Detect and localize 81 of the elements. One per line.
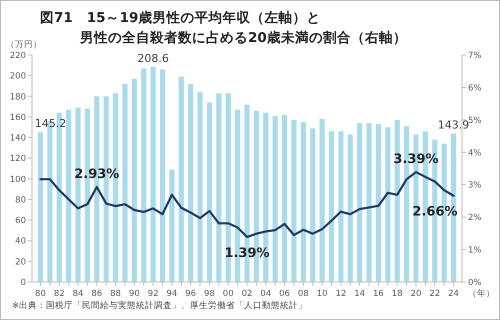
- y-tick-label: 180: [10, 92, 26, 102]
- x-tick-label: 10: [316, 289, 328, 299]
- y-axis-title: （万円）: [6, 40, 42, 50]
- bar: [357, 123, 362, 282]
- bar: [141, 68, 146, 282]
- y2-tick-label: 1%: [468, 246, 482, 256]
- y2-tick-label: 4%: [468, 148, 482, 158]
- data-label: 143.9: [438, 118, 470, 132]
- y-tick-label: 100: [10, 174, 26, 185]
- x-tick-label: 82: [54, 289, 65, 299]
- x-tick-label: 14: [354, 289, 366, 299]
- bar: [338, 131, 344, 282]
- bar: [385, 127, 390, 282]
- bar: [66, 110, 72, 282]
- chart-subtitle: 男性の全自殺者数に占める20歳未満の割合（右軸）: [79, 29, 407, 46]
- bar: [132, 78, 137, 282]
- bar: [216, 93, 222, 282]
- bar: [38, 132, 44, 282]
- y-tick-label: 80: [15, 195, 26, 206]
- y2-tick-label: 7%: [468, 51, 482, 61]
- y2-tick-label: 3%: [468, 180, 482, 191]
- y2-tick-label: 6%: [468, 83, 482, 94]
- x-tick-label: 06: [279, 289, 290, 299]
- y-tick-label: 160: [10, 112, 26, 123]
- x-tick-label: 24: [448, 289, 459, 299]
- bar: [366, 123, 372, 282]
- data-label: 1.39%: [224, 246, 270, 261]
- bar: [291, 120, 297, 282]
- data-label: 3.39%: [393, 152, 439, 168]
- y-tick-label: 60: [15, 216, 26, 226]
- bar: [169, 170, 174, 282]
- x-tick-label: 84: [72, 289, 84, 299]
- x-tick-label: 98: [204, 289, 215, 299]
- data-label: 2.93%: [74, 166, 120, 182]
- x-tick-label: 88: [110, 289, 121, 299]
- x-tick-label: 22: [429, 289, 440, 299]
- y2-tick-label: 0%: [468, 278, 482, 288]
- y2-tick-label: 2%: [468, 213, 482, 224]
- x-axis-title: （年）: [468, 288, 495, 299]
- y2-tick-label: 5%: [468, 116, 482, 126]
- bar: [300, 122, 306, 282]
- bar: [206, 102, 212, 282]
- y-tick-label: 0: [20, 278, 26, 288]
- x-tick-label: 92: [148, 289, 159, 299]
- bar: [188, 84, 194, 282]
- data-label: 145.2: [34, 117, 66, 130]
- x-tick-label: 96: [185, 289, 196, 299]
- y-tick-label: 120: [10, 154, 26, 164]
- x-tick-label: 90: [128, 289, 140, 299]
- x-tick-label: 18: [392, 289, 403, 299]
- x-tick-label: 80: [35, 289, 46, 299]
- text: ※出典：国税庁「民間給与実態統計調査」、厚生労働省「人口動態統計」: [12, 300, 308, 311]
- y-tick-label: 200: [10, 72, 26, 82]
- y-tick-label: 140: [10, 134, 26, 144]
- bar: [328, 131, 334, 282]
- x-tick-label: 20: [410, 289, 422, 299]
- x-tick-label: 12: [335, 289, 346, 299]
- bar: [178, 76, 184, 282]
- bar: [310, 128, 316, 282]
- data-label: 208.6: [137, 52, 169, 65]
- bar: [150, 66, 156, 282]
- y-tick-label: 20: [15, 257, 26, 268]
- bar: [122, 84, 128, 282]
- bar: [160, 69, 166, 282]
- x-tick-label: 00: [222, 289, 234, 299]
- bar: [282, 114, 288, 282]
- x-tick-label: 94: [166, 289, 178, 299]
- x-tick-label: 04: [260, 289, 272, 299]
- bar: [348, 134, 353, 282]
- bar: [376, 124, 382, 282]
- x-tick-label: 08: [298, 289, 309, 299]
- bar: [272, 116, 278, 282]
- x-tick-label: 02: [242, 289, 252, 299]
- bar: [320, 118, 325, 282]
- chart-title: 図71 15～19歳男性の平均年収（左軸）と: [40, 10, 320, 26]
- x-tick-label: 16: [373, 289, 384, 299]
- data-label: 2.66%: [412, 204, 458, 220]
- bar: [197, 92, 203, 282]
- y-tick-label: 220: [10, 51, 26, 61]
- x-tick-label: 86: [91, 289, 102, 299]
- y-tick-label: 40: [15, 236, 26, 247]
